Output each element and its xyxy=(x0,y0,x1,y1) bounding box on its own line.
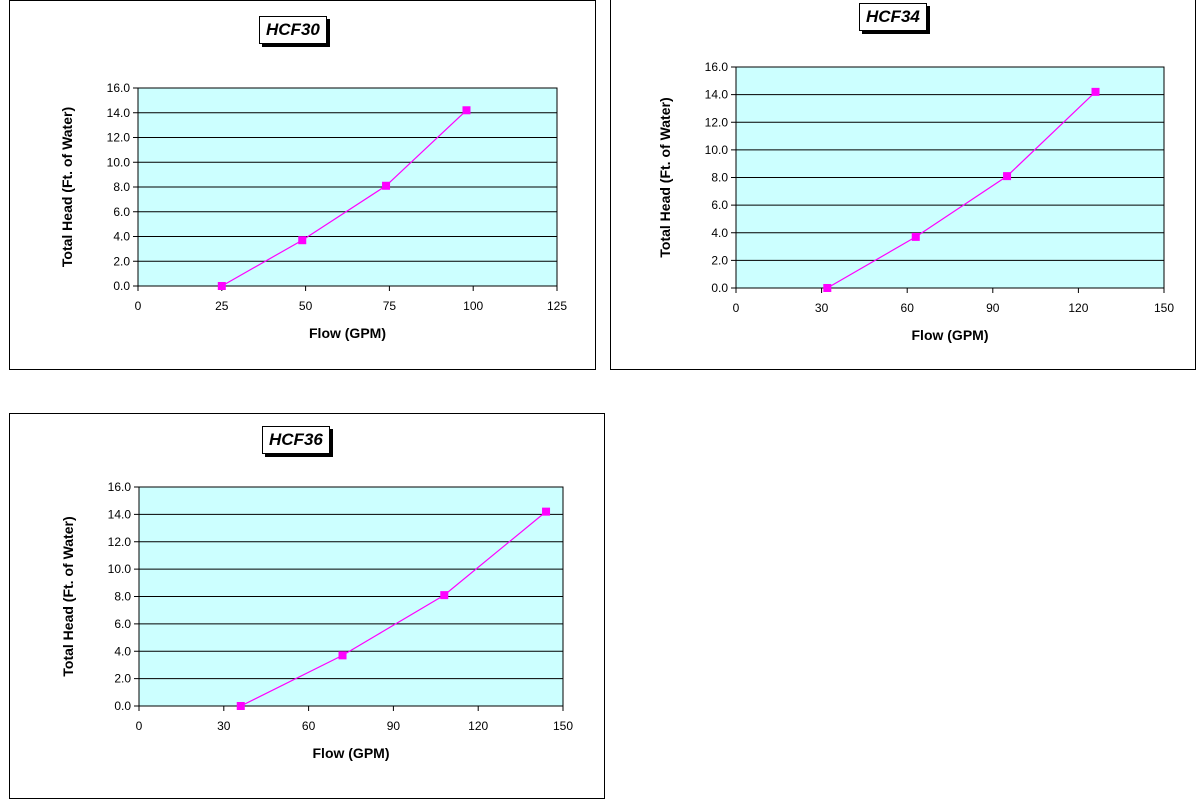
chart-hcf34: 0.0 2.0 4.0 6.0 8.0 10.0 12.0 14.0 16.0 0 30 60 90 12… xyxy=(610,0,1196,370)
series-line xyxy=(827,91,1096,289)
x-tick-label: 75 xyxy=(383,299,397,313)
x-axis-label: Flow (GPM) xyxy=(912,327,989,343)
y-tick-label: 12.0 xyxy=(705,115,729,129)
y-tick-label: 0.0 xyxy=(114,699,131,713)
y-tick-label: 16.0 xyxy=(705,60,729,74)
chart-hcf30-svg: 0.0 2.0 4.0 6.0 8.0 10.0 12.0 14.0 16.0 0 25 50 75 10… xyxy=(59,81,567,341)
x-tick-label: 60 xyxy=(302,719,316,733)
x-axis-label: Flow (GPM) xyxy=(309,325,386,341)
x-tick-label: 50 xyxy=(299,299,313,313)
x-tick-label: 25 xyxy=(215,299,229,313)
chart-hcf36-svg: 0.0 2.0 4.0 6.0 8.0 10.0 12.0 14.0 16.0 0 30 60 90 12… xyxy=(60,480,573,761)
data-point xyxy=(1003,172,1012,181)
chart-title: HCF34 xyxy=(859,3,927,31)
y-tick-label: 6.0 xyxy=(114,617,131,631)
y-tick-label: 0.0 xyxy=(113,279,130,293)
y-tick-label: 8.0 xyxy=(114,590,131,604)
x-tick-label: 0 xyxy=(136,719,143,733)
data-point xyxy=(1091,87,1100,96)
x-tick-label: 125 xyxy=(547,299,567,313)
data-point xyxy=(440,591,449,600)
x-tick-label: 30 xyxy=(815,301,829,315)
x-tick-label: 0 xyxy=(135,299,142,313)
x-tick-label: 100 xyxy=(463,299,483,313)
y-tick-label: 14.0 xyxy=(705,88,729,102)
data-point xyxy=(236,702,245,710)
y-axis-label: Total Head (Ft. of Water) xyxy=(60,516,76,676)
x-tick-label: 150 xyxy=(1154,301,1174,315)
y-axis-label: Total Head (Ft. of Water) xyxy=(657,97,673,257)
data-point xyxy=(911,232,920,241)
y-tick-label: 2.0 xyxy=(711,253,728,267)
chart-hcf30: 0.0 2.0 4.0 6.0 8.0 10.0 12.0 14.0 16.0 0 25 50 75 10… xyxy=(9,0,596,370)
y-tick-label: 4.0 xyxy=(711,226,728,240)
series-line xyxy=(221,109,467,287)
y-tick-label: 4.0 xyxy=(114,644,131,658)
y-tick-label: 10.0 xyxy=(108,562,132,576)
x-tick-label: 120 xyxy=(1068,301,1088,315)
x-tick-label: 30 xyxy=(217,719,231,733)
y-tick-label: 8.0 xyxy=(113,180,130,194)
y-tick-label: 6.0 xyxy=(711,198,728,212)
x-tick-label: 0 xyxy=(733,301,740,315)
x-tick-label: 150 xyxy=(553,719,573,733)
y-tick-label: 2.0 xyxy=(114,672,131,686)
y-tick-label: 8.0 xyxy=(711,171,728,185)
data-point xyxy=(462,106,471,115)
data-point xyxy=(217,282,226,290)
y-tick-label: 14.0 xyxy=(108,507,132,521)
y-tick-label: 16.0 xyxy=(108,480,132,494)
chart-title: HCF36 xyxy=(262,426,330,454)
data-point xyxy=(823,284,832,292)
y-tick-label: 14.0 xyxy=(107,106,131,120)
y-tick-label: 12.0 xyxy=(108,535,132,549)
data-point xyxy=(338,651,347,660)
data-point xyxy=(542,507,551,516)
x-axis-label: Flow (GPM) xyxy=(313,745,390,761)
data-point xyxy=(382,181,391,190)
y-tick-label: 16.0 xyxy=(107,81,131,95)
y-tick-label: 2.0 xyxy=(113,254,130,268)
chart-hcf34-svg: 0.0 2.0 4.0 6.0 8.0 10.0 12.0 14.0 16.0 0 30 60 90 12… xyxy=(657,60,1174,343)
y-tick-label: 6.0 xyxy=(113,205,130,219)
series-line xyxy=(240,511,547,707)
y-tick-label: 4.0 xyxy=(113,230,130,244)
x-tick-label: 120 xyxy=(468,719,488,733)
data-point xyxy=(298,236,307,245)
x-tick-label: 90 xyxy=(986,301,1000,315)
y-tick-label: 10.0 xyxy=(705,143,729,157)
y-tick-label: 10.0 xyxy=(107,155,131,169)
chart-hcf36: 0.0 2.0 4.0 6.0 8.0 10.0 12.0 14.0 16.0 0 30 60 90 12… xyxy=(9,413,605,799)
chart-title: HCF30 xyxy=(259,16,327,44)
y-axis-label: Total Head (Ft. of Water) xyxy=(59,107,75,267)
x-tick-label: 60 xyxy=(901,301,915,315)
x-tick-label: 90 xyxy=(387,719,401,733)
y-tick-label: 12.0 xyxy=(107,131,131,145)
y-tick-label: 0.0 xyxy=(711,281,728,295)
